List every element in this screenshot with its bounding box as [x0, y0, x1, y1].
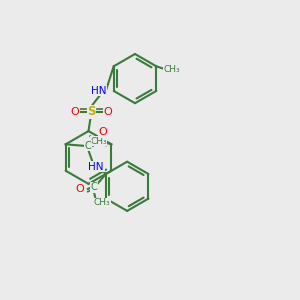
Text: HN: HN: [91, 85, 107, 96]
Text: O: O: [75, 184, 84, 194]
Text: C: C: [85, 141, 92, 151]
Text: CH₃: CH₃: [164, 65, 180, 74]
Text: O: O: [70, 106, 80, 117]
Text: C: C: [91, 182, 97, 193]
Text: S: S: [87, 105, 96, 118]
Text: CH₃: CH₃: [90, 137, 107, 146]
Text: HN: HN: [88, 162, 104, 172]
Text: CH₃: CH₃: [94, 198, 110, 207]
Text: O: O: [103, 106, 112, 117]
Text: O: O: [98, 127, 107, 137]
